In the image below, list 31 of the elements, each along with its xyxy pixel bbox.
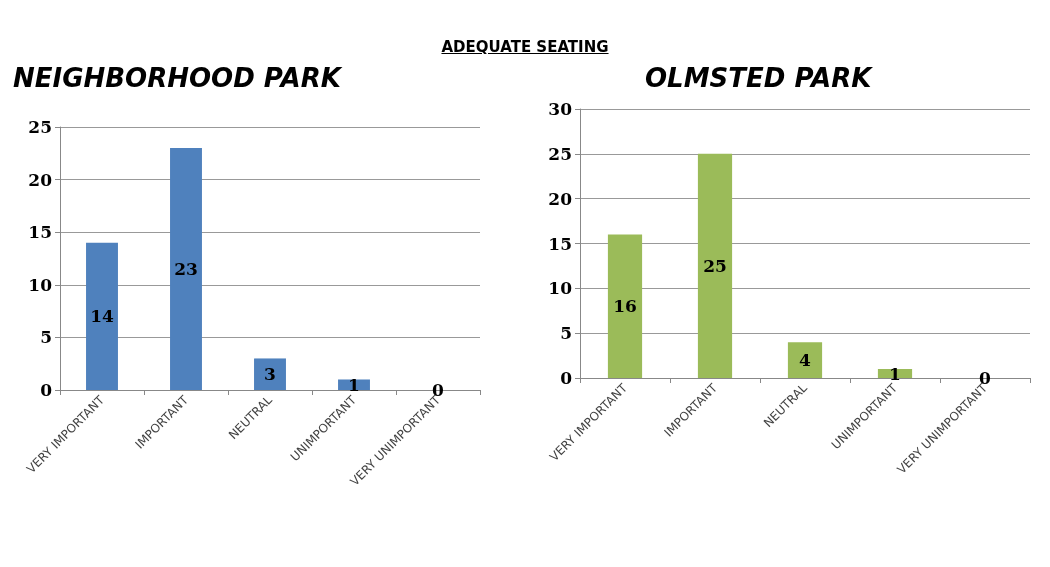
y-tick-label: 25 [548,143,572,164]
y-tick-label: 15 [548,233,572,254]
chart-title: NEIGHBORHOOD PARK [13,63,343,93]
bar [254,358,286,390]
chart-title: OLMSTED PARK [645,63,874,93]
y-tick-label: 0 [40,380,53,400]
data-label: 14 [90,306,114,327]
y-tick-label: 20 [28,169,53,190]
y-tick-label: 15 [28,222,52,243]
data-label: 25 [703,255,727,276]
text: ADEQUATE SEATING [440,38,610,56]
data-label: 23 [174,259,198,280]
y-tick-label: 10 [28,274,53,295]
data-label: 1 [889,363,901,384]
y-tick-label: 0 [560,368,573,388]
bar [697,153,733,378]
y-tick-label: 5 [560,323,572,344]
data-label: 3 [264,364,276,385]
bar [607,234,643,378]
data-label: 1 [348,374,360,395]
bar [86,242,118,390]
data-label: 4 [799,350,812,371]
data-label: 16 [613,296,637,317]
y-tick-label: 10 [548,278,573,299]
bar [338,379,370,390]
y-tick-label: 5 [40,327,52,348]
y-tick-label: 25 [28,117,52,137]
y-tick-label: 20 [548,188,573,209]
y-tick-label: 30 [548,99,573,119]
bar [170,148,202,390]
bar [787,342,823,378]
